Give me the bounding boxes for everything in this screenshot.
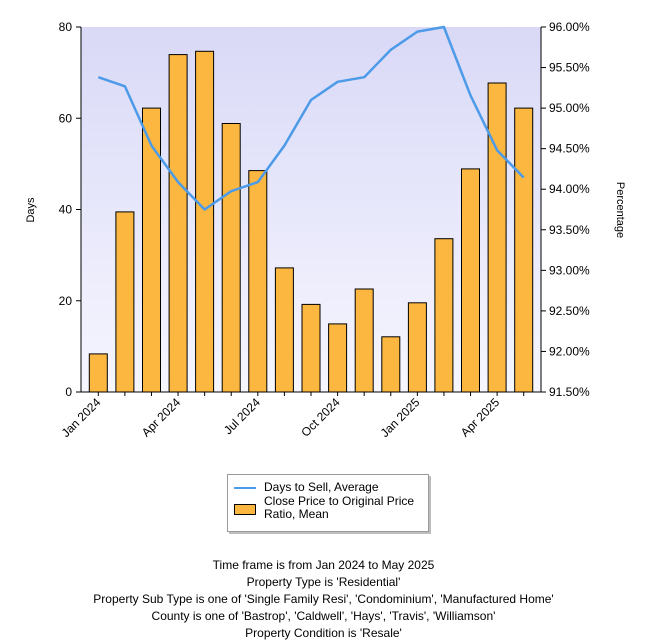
note-line: Time frame is from Jan 2024 to May 2025 bbox=[212, 558, 435, 572]
right-tick-label: 94.50% bbox=[549, 142, 590, 156]
bar-mar-2025 bbox=[461, 168, 480, 393]
bar-apr-2025 bbox=[487, 82, 507, 393]
x-tick-label: Oct 2024 bbox=[298, 395, 343, 440]
legend-line-swatch bbox=[234, 487, 256, 489]
legend-label-ratio: Close Price to Original Price Ratio, Mea… bbox=[264, 494, 415, 521]
x-tick-label: Apr 2024 bbox=[139, 395, 184, 440]
bar-series bbox=[88, 50, 534, 393]
left-tick-label: 40 bbox=[59, 203, 73, 217]
bar-may-2025 bbox=[514, 107, 534, 393]
note-line: County is one of 'Bastrop', 'Caldwell', … bbox=[151, 609, 496, 623]
bar-nov-2024 bbox=[354, 288, 374, 393]
days-to-sell-line bbox=[97, 25, 525, 211]
right-tick-label: 92.00% bbox=[549, 344, 590, 358]
bar-apr-2024 bbox=[168, 54, 188, 393]
bar-sep-2024 bbox=[301, 303, 321, 393]
x-tick-label: Jan 2024 bbox=[59, 395, 104, 440]
bar-jul-2024 bbox=[248, 170, 268, 393]
left-tick-label: 20 bbox=[59, 294, 73, 308]
bar-dec-2024 bbox=[381, 336, 401, 393]
right-tick-label: 94.00% bbox=[549, 182, 590, 196]
note-line: Property Type is 'Residential' bbox=[246, 575, 401, 589]
note-line: Property Condition is 'Resale' bbox=[245, 626, 402, 640]
left-tick-label: 0 bbox=[65, 385, 72, 399]
right-axis-ticks: 91.50% 92.00% 92.50% 93.00% 93.50% 94.00% 94.5… bbox=[541, 20, 590, 399]
bar-may-2024 bbox=[195, 50, 215, 393]
x-tick-label: Jul 2024 bbox=[221, 395, 263, 437]
x-tick-label: Apr 2025 bbox=[458, 395, 503, 440]
right-tick-label: 95.50% bbox=[549, 61, 590, 75]
right-tick-label: 93.50% bbox=[549, 223, 590, 237]
legend-bar-swatch bbox=[234, 504, 256, 515]
right-tick-label: 92.50% bbox=[549, 304, 590, 318]
bar-oct-2024 bbox=[328, 323, 348, 393]
legend-item-ratio: Close Price to Original Price Ratio, Mea… bbox=[234, 495, 424, 521]
filter-notes: Time frame is from Jan 2024 to May 2025 … bbox=[0, 557, 647, 642]
bar-feb-2025 bbox=[434, 238, 454, 393]
x-tick-label: Jan 2025 bbox=[378, 395, 423, 440]
legend-item-days: Days to Sell, Average bbox=[234, 481, 424, 494]
bar-jan-2024 bbox=[88, 353, 108, 393]
left-axis-title: Days bbox=[25, 197, 37, 223]
right-tick-label: 96.00% bbox=[549, 20, 590, 34]
note-line: Property Sub Type is one of 'Single Fami… bbox=[93, 592, 554, 606]
combo-chart: 0 20 40 60 80 91.50% 92.00% 92.50% 93.00% 93.50%… bbox=[25, 20, 626, 440]
bar-jan-2025 bbox=[407, 302, 427, 393]
legend-label-days: Days to Sell, Average bbox=[264, 480, 379, 494]
right-tick-label: 91.50% bbox=[549, 385, 590, 399]
bar-aug-2024 bbox=[274, 267, 294, 393]
x-axis-ticks: Jan 2024 Apr 2024 Jul 2024 Oct 2024 Jan 2025… bbox=[59, 392, 525, 440]
left-tick-label: 80 bbox=[59, 20, 73, 34]
bar-mar-2024 bbox=[142, 107, 161, 393]
left-axis-ticks: 0 20 40 60 80 bbox=[59, 20, 81, 399]
legend: Days to Sell, Average Close Price to Ori… bbox=[227, 474, 429, 532]
bar-feb-2024 bbox=[115, 211, 135, 393]
bar-jun-2024 bbox=[221, 123, 241, 393]
left-tick-label: 60 bbox=[59, 111, 73, 125]
right-tick-label: 93.00% bbox=[549, 263, 590, 277]
right-tick-label: 95.00% bbox=[549, 101, 590, 115]
right-axis-title: Percentage bbox=[614, 182, 626, 238]
